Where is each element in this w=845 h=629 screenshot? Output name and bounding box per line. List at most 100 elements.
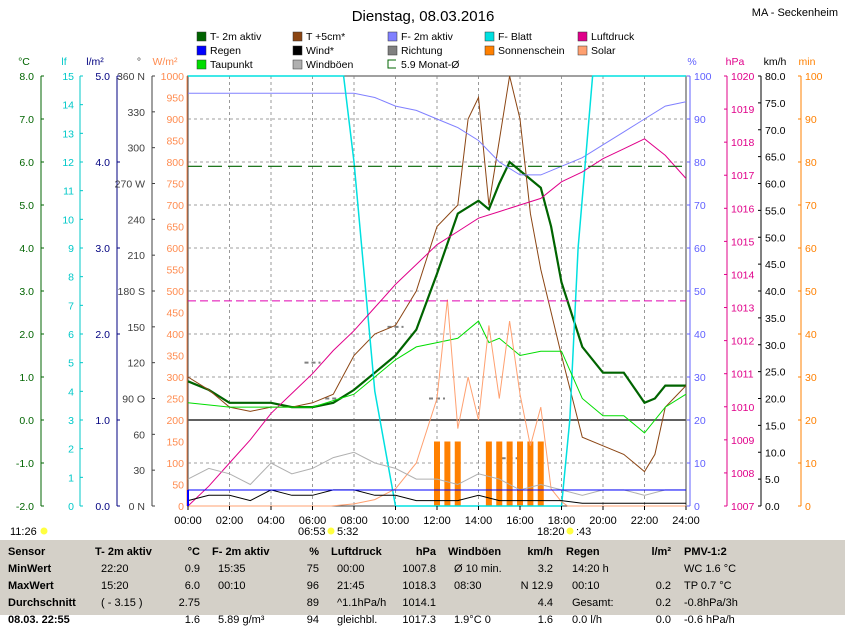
axis-tick-label: 300 [166, 372, 184, 384]
stats-time: 00:10 [572, 580, 600, 592]
axis-unit-label: min [799, 56, 816, 68]
legend-swatch [387, 31, 398, 42]
axis-tick-label: 100 [166, 458, 184, 470]
stats-value: 96 [306, 580, 319, 592]
axis-tick-label: 360 N [117, 71, 145, 83]
stats-value: 0.2 [655, 580, 671, 592]
axis-tick-label: 1020 [731, 71, 755, 83]
axis-tick-label: 1011 [731, 369, 754, 381]
axis-tick-label: 30 [694, 372, 706, 384]
legend-swatch [387, 45, 398, 56]
x-axis: 00:00 02:00 04:00 06:00 08:00 10:00 12:00 14:00… [10, 506, 700, 538]
x-tick-label: 10:00 [382, 515, 410, 527]
stats-row: 00:10 0.2 [566, 578, 671, 595]
axis-tick-label: 15 [62, 71, 74, 83]
legend-swatch [196, 59, 207, 70]
x-tick-label: 22:00 [631, 515, 659, 527]
stats-value: 0.9 [184, 563, 200, 575]
stats-time: 14:20 h [572, 563, 609, 575]
axis-tick-label: 0 [694, 501, 700, 513]
axis-unit-label: lf [61, 56, 66, 68]
stats-value: 6.0 [184, 580, 200, 592]
sunshine-bar [434, 441, 440, 506]
axis-tick-label: 25.0 [765, 367, 786, 379]
stats-header-label: Sensor [8, 546, 46, 558]
x-tick-label: 04:00 [257, 515, 285, 527]
axis-tick-label: 10.0 [765, 447, 786, 459]
sunshine-bar [485, 441, 492, 506]
axis-tick-label: 600 [166, 243, 184, 255]
sunrise-time: 06:53 [298, 526, 326, 538]
stats-header: Regen l/m² [566, 544, 671, 561]
axis-tick-label: 30 [805, 372, 817, 384]
legend-label: F- 2m aktiv [401, 31, 454, 43]
axis-tick-label: 60.0 [765, 179, 786, 191]
sunset-azimuth: :43 [576, 526, 591, 538]
axis-tick-label: 70 [805, 200, 817, 212]
axis-tick-label: 90 [694, 114, 706, 126]
stats-row: MinWert [8, 561, 88, 578]
legend: T- 2m aktiv T +5cm* F- 2m aktiv F- Blatt Luf… [196, 31, 635, 71]
legend-label: Taupunkt [210, 59, 253, 71]
axis-tick-label: 65.0 [765, 152, 786, 164]
moon-dot [40, 527, 48, 535]
stats-row: 15:20 6.0 [95, 578, 200, 595]
plot-area [187, 75, 687, 507]
stats-column: Luftdruck hPa 00:00 1007.8 21:45 1018.3 ^1.1hP… [331, 544, 436, 629]
stats-header-label: T- 2m aktiv [95, 546, 152, 558]
legend-swatch [577, 45, 588, 56]
axis-tick-label: 90 [805, 114, 817, 126]
legend-swatch [484, 31, 495, 42]
stats-text: Durchschnitt [8, 597, 76, 609]
axis-tick-label: 1008 [731, 468, 755, 480]
axis-tick-label: 1.0 [95, 415, 110, 427]
axis-tick-label: 4 [68, 386, 74, 398]
axis-tick-label: 1014 [731, 269, 755, 281]
axis-tick-label: 180 S [118, 286, 145, 298]
stats-time: Ø 10 min. [454, 563, 502, 575]
stats-header: Luftdruck hPa [331, 544, 436, 561]
series-line [187, 160, 686, 409]
axis-tick-label: 40 [694, 329, 706, 341]
sunshine-bar [454, 441, 461, 506]
axis-tick-label: 1019 [731, 104, 755, 116]
stats-row: 00:00 1007.8 [331, 561, 436, 578]
stats-row: 00:10 96 [212, 578, 319, 595]
legend-swatch [292, 45, 303, 56]
axis-tick-label: 700 [166, 200, 184, 212]
x-tick-label: 12:00 [423, 515, 451, 527]
stats-text: MaxWert [8, 580, 54, 592]
stats-time: 08:30 [454, 580, 482, 592]
stats-time: 15:35 [218, 563, 246, 575]
stats-row: Ø 10 min. 3.2 [448, 561, 553, 578]
stats-value: 1014.1 [402, 597, 436, 609]
station-name: MA - Seckenheim [752, 7, 838, 19]
stats-column: PMV-1:2 WC 1.6 °C TP 0.7 °C -0.8hPa/3h -0.6 … [684, 544, 834, 629]
axis-tick-label: 250 [166, 394, 184, 406]
axis-tick-label: 330 [127, 107, 145, 119]
stats-column: F- 2m aktiv% 15:35 75 00:10 96 89 5.89 g/m³ 94 [212, 544, 319, 629]
axis-tick-label: 10 [62, 214, 74, 226]
axis-tick-label: 50 [694, 286, 706, 298]
stats-header: F- 2m aktiv% [212, 544, 319, 561]
legend-swatch [196, 31, 207, 42]
axis-tick-label: 1009 [731, 435, 755, 447]
axis-tick-label: 500 [166, 286, 184, 298]
axis-tick-label: 70 [694, 200, 706, 212]
stats-time: 1.9°C 0 [454, 614, 491, 626]
stats-header-label: F- 2m aktiv [212, 546, 270, 558]
stats-unit: °C [187, 546, 200, 558]
axis-tick-label: 8 [68, 272, 74, 284]
stats-row: 22:20 0.9 [95, 561, 200, 578]
stats-unit: km/h [527, 546, 553, 558]
stats-value: N 12.9 [520, 580, 553, 592]
axis-tick-label: 240 [127, 214, 145, 226]
x-tick-label: 00:00 [174, 515, 202, 527]
stats-header: T- 2m aktiv °C [95, 544, 200, 561]
axis-tick-label: 0 [805, 501, 811, 513]
stats-unit: % [309, 546, 319, 558]
stats-row: -0.8hPa/3h [684, 595, 834, 612]
stats-row: Durchschnitt [8, 595, 88, 612]
axis-tick-label: -1.0 [16, 458, 34, 470]
stats-time: 00:00 [337, 563, 365, 575]
